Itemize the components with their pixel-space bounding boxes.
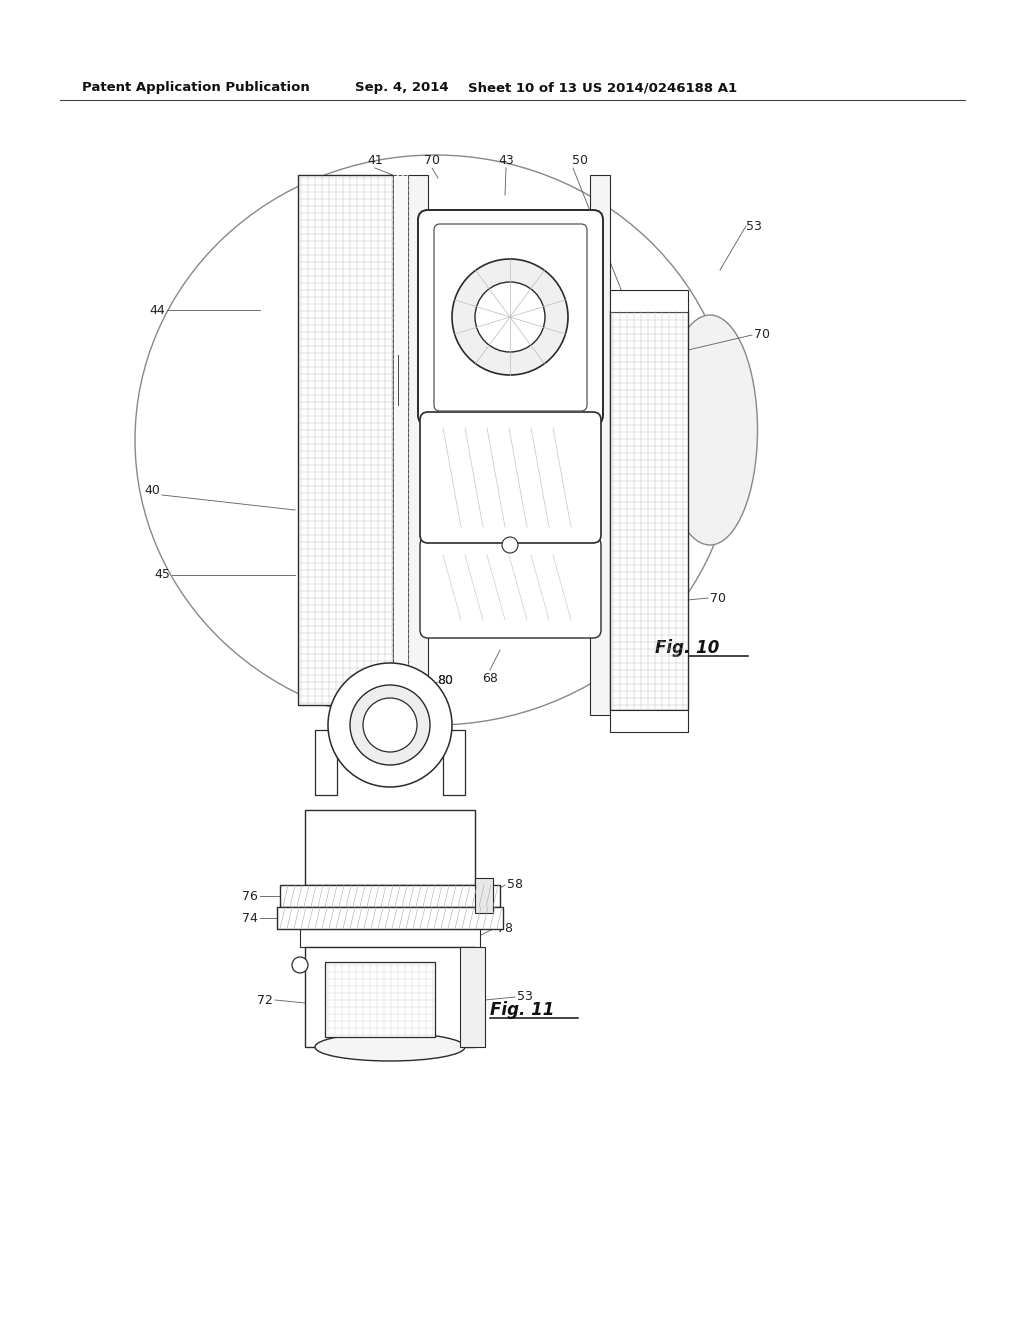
Circle shape (328, 663, 452, 787)
Text: 53: 53 (746, 219, 762, 232)
Text: 74: 74 (242, 912, 258, 924)
Bar (393, 176, 408, 705)
Text: 70: 70 (424, 154, 440, 168)
Text: 70: 70 (710, 591, 726, 605)
Bar (460, 946, 485, 1047)
Text: 80: 80 (437, 673, 453, 686)
Text: Fig. 10: Fig. 10 (655, 639, 720, 657)
Circle shape (452, 259, 568, 375)
Text: 80: 80 (437, 673, 453, 686)
Text: 76: 76 (242, 890, 258, 903)
FancyBboxPatch shape (418, 210, 603, 425)
FancyBboxPatch shape (420, 537, 601, 638)
Circle shape (475, 282, 545, 352)
Text: 70: 70 (754, 329, 770, 342)
Circle shape (292, 957, 308, 973)
Bar (278, 907, 503, 929)
Circle shape (350, 685, 430, 766)
Bar (305, 946, 475, 1047)
Text: 43: 43 (498, 154, 514, 168)
Text: 58: 58 (507, 879, 523, 891)
Bar (475, 878, 493, 913)
FancyBboxPatch shape (420, 412, 601, 543)
Text: 40: 40 (144, 483, 160, 496)
Ellipse shape (663, 315, 758, 545)
Text: 50: 50 (572, 154, 588, 168)
Text: Fig. 11: Fig. 11 (490, 1001, 554, 1019)
Text: Sep. 4, 2014: Sep. 4, 2014 (355, 82, 449, 95)
Bar (325, 962, 435, 1038)
Text: US 2014/0246188 A1: US 2014/0246188 A1 (582, 82, 737, 95)
Ellipse shape (135, 154, 735, 725)
Text: Sheet 10 of 13: Sheet 10 of 13 (468, 82, 577, 95)
Bar (590, 176, 610, 715)
Text: Patent Application Publication: Patent Application Publication (82, 82, 309, 95)
Bar (408, 176, 428, 715)
Text: 78: 78 (497, 921, 513, 935)
Circle shape (502, 537, 518, 553)
Ellipse shape (315, 1034, 465, 1061)
Bar (610, 310, 688, 710)
FancyBboxPatch shape (434, 224, 587, 411)
Bar (315, 730, 337, 795)
Bar (610, 710, 688, 733)
Bar (298, 176, 393, 705)
Text: 45: 45 (154, 569, 170, 582)
Bar (280, 884, 500, 907)
Circle shape (362, 698, 417, 752)
Text: 41: 41 (368, 154, 383, 168)
Bar (300, 929, 480, 946)
Text: 53: 53 (517, 990, 532, 1003)
Text: 72: 72 (257, 994, 273, 1006)
Text: 68: 68 (482, 672, 498, 685)
Bar (443, 730, 465, 795)
Bar (305, 810, 475, 884)
Text: 44: 44 (150, 304, 165, 317)
Bar (393, 350, 408, 411)
Bar (610, 290, 688, 312)
